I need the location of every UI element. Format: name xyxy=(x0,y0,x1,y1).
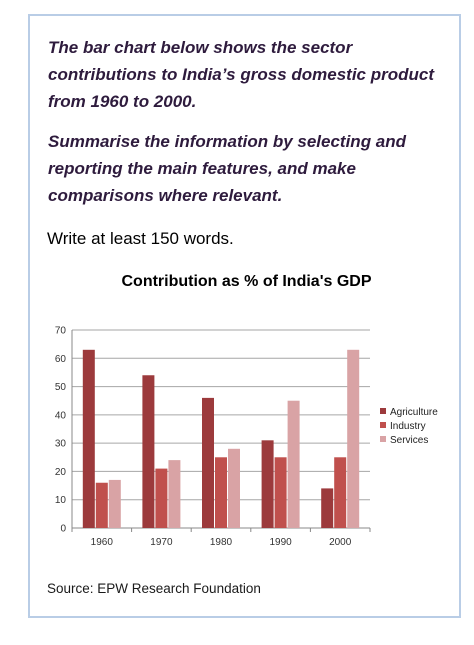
y-tick-label: 60 xyxy=(55,354,67,365)
bar-agriculture-2000 xyxy=(321,488,334,528)
x-tick-label: 1990 xyxy=(269,537,292,548)
chart-source: Source: EPW Research Foundation xyxy=(47,581,261,596)
bar-services-1960 xyxy=(108,479,121,528)
y-tick-label: 0 xyxy=(60,524,66,535)
bar-services-1970 xyxy=(168,460,181,528)
chart-title: Contribution as % of India's GDP xyxy=(121,273,372,290)
task-description: The bar chart below shows the sector con… xyxy=(48,38,434,111)
bar-agriculture-1960 xyxy=(82,349,95,528)
legend-label-agriculture: Agriculture xyxy=(390,407,438,418)
x-tick-label: 1970 xyxy=(150,537,173,548)
bar-services-1990 xyxy=(287,400,300,528)
y-tick-label: 50 xyxy=(55,382,67,393)
bar-agriculture-1990 xyxy=(261,440,274,528)
task-card: The bar chart below shows the sector con… xyxy=(28,14,461,618)
word-count-instruction: Write at least 150 words. xyxy=(47,229,234,248)
legend-swatch-services xyxy=(380,436,386,442)
x-tick-label: 2000 xyxy=(329,537,352,548)
legend-swatch-agriculture xyxy=(380,408,386,414)
x-tick-label: 1960 xyxy=(91,537,114,548)
legend-label-industry: Industry xyxy=(390,421,426,432)
bar-agriculture-1980 xyxy=(202,397,214,528)
bar-services-1980 xyxy=(228,448,240,528)
y-tick-label: 70 xyxy=(55,326,67,337)
bar-industry-1990 xyxy=(274,457,287,528)
y-tick-label: 40 xyxy=(55,410,67,421)
legend-label-services: Services xyxy=(390,435,428,446)
bar-services-2000 xyxy=(347,349,360,528)
bar-agriculture-1970 xyxy=(142,375,155,528)
y-tick-label: 10 xyxy=(55,495,67,506)
bar-industry-1960 xyxy=(95,482,108,528)
bar-industry-1970 xyxy=(155,468,168,528)
y-tick-label: 30 xyxy=(55,439,67,450)
x-tick-label: 1980 xyxy=(210,537,233,548)
task-instructions: Summarise the information by selecting a… xyxy=(48,132,407,205)
bar-chart: 0 10 20 30 40 50 60 70 1960 1970 1980 1990 2000 Agric… xyxy=(55,326,438,549)
legend-swatch-industry xyxy=(380,422,386,428)
bar-industry-1980 xyxy=(215,457,227,528)
y-tick-label: 20 xyxy=(55,467,67,478)
bar-industry-2000 xyxy=(334,457,347,528)
